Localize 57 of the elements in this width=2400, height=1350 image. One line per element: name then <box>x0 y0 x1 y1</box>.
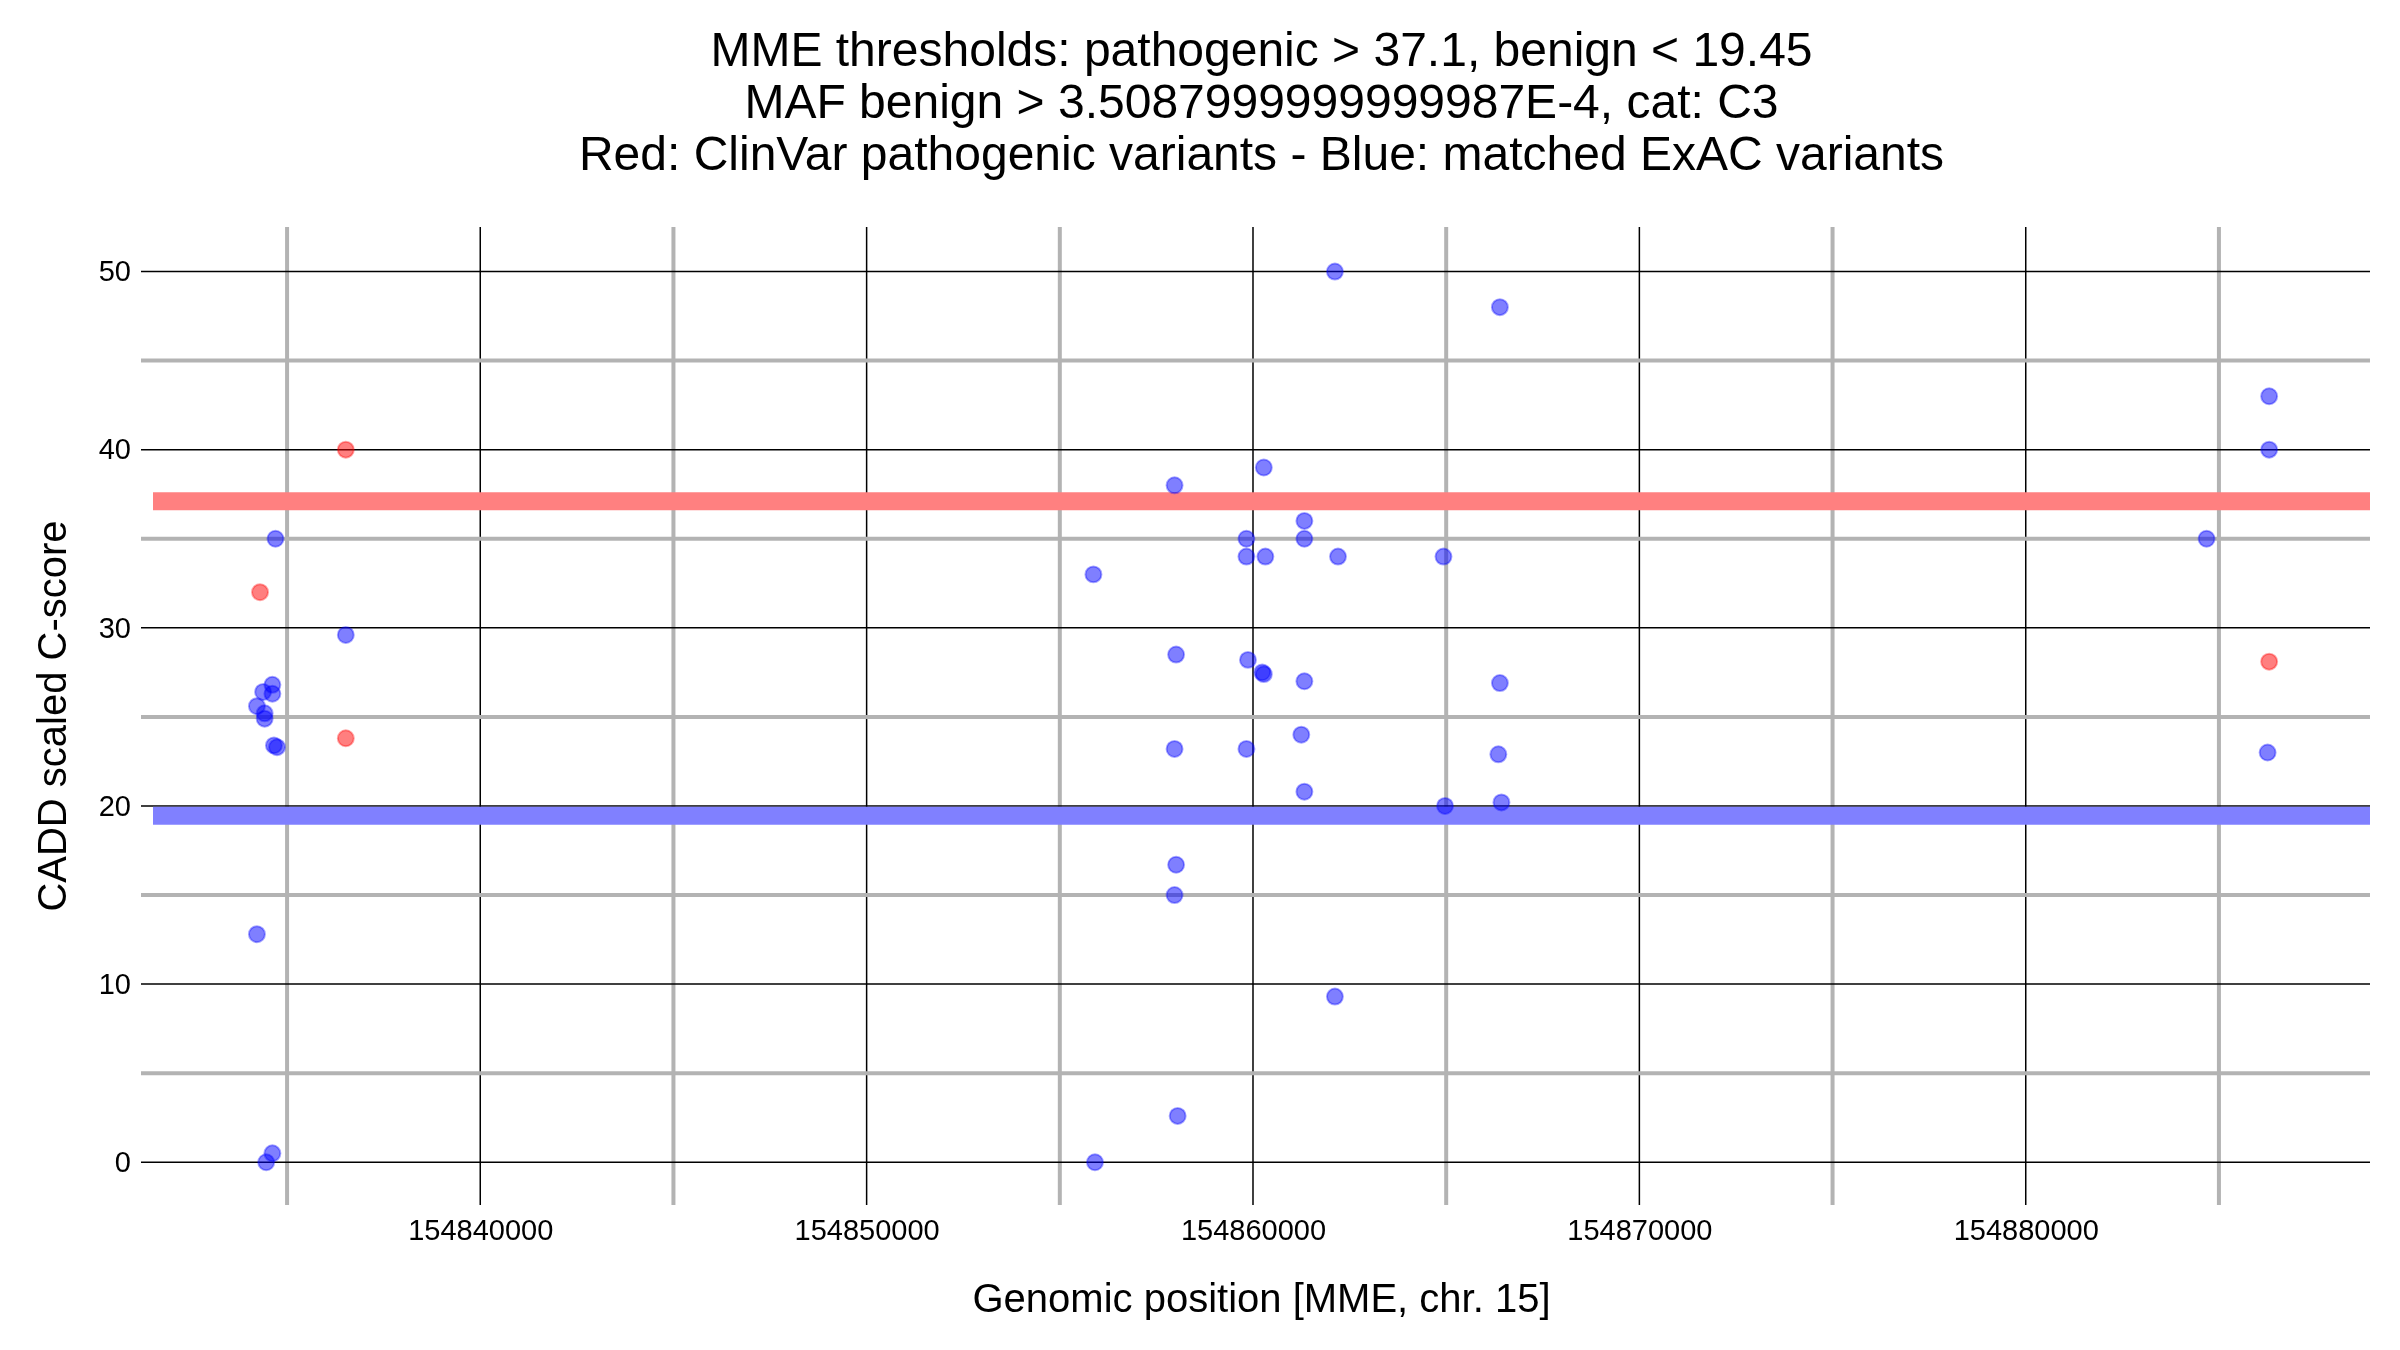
point <box>247 925 266 944</box>
point <box>336 440 355 459</box>
point <box>1085 1153 1104 1172</box>
point <box>1295 529 1314 548</box>
x-axis-title: Genomic position [MME, chr. 15] <box>972 1276 1551 1320</box>
point <box>268 738 286 757</box>
point <box>2260 440 2279 459</box>
point <box>2260 652 2279 671</box>
point <box>2197 529 2216 548</box>
point <box>1165 886 1184 904</box>
chart-title: MME thresholds: pathogenic > 37.1, benign < 19.45 MAF benign > 3.5087999999999987E-4, cat: C3 Red: ClinVar pathogenic variants - Blue: matched ExAC variants <box>578 23 1945 180</box>
point <box>257 1153 276 1172</box>
point <box>1329 547 1347 566</box>
point <box>255 709 274 728</box>
point <box>1489 745 1508 764</box>
point <box>1167 855 1186 874</box>
point <box>1436 797 1455 815</box>
y-tick-label: 50 <box>98 255 131 288</box>
point <box>2260 387 2279 406</box>
point <box>1492 793 1511 812</box>
point <box>263 684 282 703</box>
point <box>1165 476 1184 495</box>
point <box>1325 262 1344 281</box>
y-tick-label: 0 <box>114 1146 131 1179</box>
point <box>1237 739 1256 758</box>
x-tick-label: 154860000 <box>1180 1213 1327 1246</box>
point <box>266 529 285 548</box>
y-tick-label: 20 <box>98 789 131 822</box>
y-tick-label: 40 <box>98 433 131 466</box>
point <box>1325 987 1344 1006</box>
point <box>1434 547 1453 566</box>
point <box>1490 674 1509 693</box>
x-tick-label: 154880000 <box>1953 1213 2099 1246</box>
point <box>1165 739 1184 758</box>
point <box>1256 547 1275 566</box>
point <box>336 729 355 748</box>
y-tick-label: 30 <box>98 611 131 644</box>
point <box>1167 645 1186 664</box>
point <box>1295 782 1314 801</box>
y-axis-title: CADD scaled C-score <box>30 520 74 912</box>
point <box>1254 458 1273 477</box>
point <box>2258 743 2277 762</box>
point <box>1237 529 1256 548</box>
point <box>1295 672 1314 691</box>
point <box>1084 565 1103 584</box>
point <box>1168 1106 1187 1125</box>
point <box>251 583 269 602</box>
x-tick-label: 154850000 <box>794 1213 940 1246</box>
point <box>1295 511 1314 530</box>
point <box>1490 298 1509 317</box>
y-tick-label: 10 <box>98 967 131 1000</box>
point <box>336 625 355 644</box>
point <box>1292 725 1311 744</box>
x-tick-label: 154870000 <box>1567 1213 1713 1246</box>
point <box>1237 547 1256 566</box>
x-tick-label: 154840000 <box>408 1213 554 1246</box>
point <box>1239 650 1257 669</box>
